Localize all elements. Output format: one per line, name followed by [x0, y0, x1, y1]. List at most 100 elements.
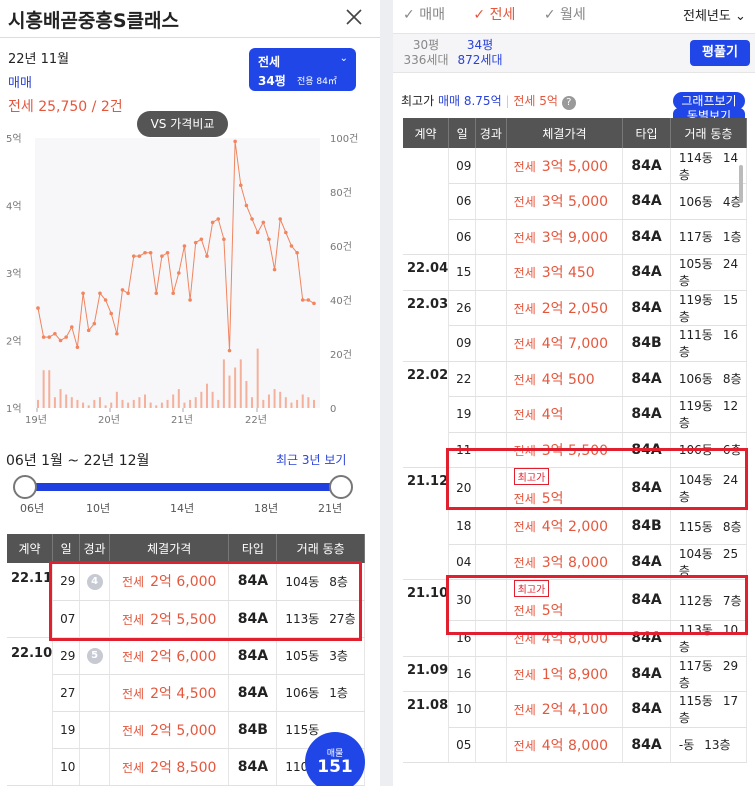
contract-day: 29	[52, 637, 81, 675]
dong-floor: 114동 14층	[670, 148, 748, 184]
price-point	[222, 237, 226, 242]
pyeong-calc-button[interactable]: 평풀기	[690, 40, 750, 66]
range-slider-start-handle[interactable]	[13, 475, 37, 499]
table-row[interactable]: 06 전세 3억 9,000 84A 117동 1층	[403, 219, 748, 255]
table-row[interactable]: 09 전세 4억 7,000 84B 111동 16층	[403, 325, 748, 362]
volume-bar	[279, 391, 282, 408]
slider-tick: 10년	[86, 502, 111, 515]
scrollbar-thumb[interactable]	[739, 165, 743, 203]
dong-view-button[interactable]: 동별보기	[673, 108, 745, 120]
table-row[interactable]: 22.02 22 전세 4억 500 84A 106동 8층	[403, 361, 748, 468]
unit-type: 84A	[622, 544, 671, 580]
elapsed-cell	[475, 508, 507, 545]
tab-wolse[interactable]: ✓ 월세	[543, 7, 586, 23]
listings-button[interactable]: 매물 151	[305, 732, 365, 786]
price-chart[interactable]: 5억 4억 3억 2억 1억 100건 80건 60건 40건 20건 0 19년 20년 21년 22년	[0, 120, 380, 440]
panel-divider	[380, 0, 393, 786]
table-row[interactable]: 22.04 15 전세 3억 450 84A 105동 24층	[403, 254, 748, 291]
price-point	[284, 230, 288, 235]
table-row[interactable]: 07 전세 2억 5,500 84A 113동 27층	[7, 600, 365, 638]
table-row[interactable]: 04 전세 3억 8,000 84A 104동 25층	[403, 544, 748, 580]
price-point	[109, 311, 114, 316]
range-slider-track[interactable]	[25, 483, 341, 491]
volume-bar	[42, 370, 45, 408]
elapsed-cell	[475, 467, 507, 509]
table-row[interactable]: 05 전세 4억 8,000 84A -동 13층	[403, 727, 748, 763]
table-row[interactable]: 21.12 20 최고가 전세 5억 84A 104동 24층	[403, 467, 748, 580]
table-row[interactable]: 19 전세 4억 84A 119동 12층	[403, 396, 748, 433]
volume-bar	[251, 397, 254, 408]
recent-3y-link[interactable]: 최근 3년 보기	[276, 453, 347, 467]
area-tab-34[interactable]: 34평 872세대	[457, 38, 503, 67]
listings-label: 매물	[326, 749, 344, 759]
highlight-box	[446, 448, 748, 510]
table-row[interactable]: 18 전세 4억 2,000 84B 115동 8층	[403, 508, 748, 545]
price-point	[300, 298, 305, 302]
price-cell: 전세 2억 5,500	[109, 600, 230, 638]
price-point	[58, 338, 63, 343]
price-line	[37, 141, 315, 351]
trade-type-tabs: ✓ 매매 ✓ 전세 ✓ 월세	[403, 4, 610, 24]
table-row[interactable]: 22.03 26 전세 2억 2,050 84A 119동 15층	[403, 290, 748, 362]
volume-bar	[211, 391, 214, 408]
area-selector[interactable]: 전세 ⌄ 34평 전용 84㎡	[249, 48, 356, 91]
range-label: 06년 1월 ~ 22년 12월	[6, 453, 150, 469]
volume-bar	[284, 397, 287, 408]
table-row[interactable]: 22.10 29 5 전세 2억 6,000 84A 105동 3층	[7, 637, 365, 786]
unit-type: 84A	[622, 579, 671, 621]
table-row[interactable]: 21.08 10 전세 2억 4,100 84A 115동 17층	[403, 691, 748, 763]
tab-maemae[interactable]: ✓ 매매	[403, 7, 445, 23]
table-row[interactable]: 21.10 30 최고가 전세 5억 84A 112동 7층	[403, 579, 748, 657]
volume-bar	[200, 391, 203, 408]
tab-jeonse[interactable]: ✓ 전세	[473, 7, 516, 23]
table-row[interactable]: 11 전세 3억 5,500 84A 106동 6층	[403, 432, 748, 468]
vs-compare-button[interactable]: VS 가격비교	[137, 111, 228, 137]
highlight-box	[446, 575, 748, 635]
elapsed-cell	[475, 148, 507, 184]
range-slider-end-handle[interactable]	[329, 475, 353, 499]
dong-floor: 115동 17층	[670, 691, 748, 728]
price-cell: 전세 2억 2,050	[506, 290, 624, 326]
area-size: 전용 84㎡	[297, 77, 337, 87]
graph-view-button[interactable]: 그래프보기	[673, 92, 745, 110]
price-point	[75, 345, 80, 350]
col-header: 계약	[403, 118, 450, 148]
price-point	[120, 288, 125, 292]
col-header: 일	[52, 534, 81, 563]
contract-day: 10	[52, 748, 81, 786]
year-select[interactable]: 전체년도 ⌄	[683, 9, 746, 24]
close-icon[interactable]	[342, 5, 366, 29]
table-row[interactable]: 09 전세 3억 5,000 84A 114동 14층	[403, 148, 748, 255]
volume-bar	[172, 394, 175, 408]
volume-bar	[245, 381, 248, 408]
slider-tick: 21년	[318, 502, 343, 515]
volume-bar	[48, 370, 51, 408]
volume-bar	[132, 399, 135, 408]
divider	[0, 37, 380, 38]
volume-bar	[290, 402, 293, 408]
area-tab-30[interactable]: 30평 336세대	[403, 38, 449, 67]
price-cell: 전세 3억 450	[506, 254, 624, 291]
table-row[interactable]: 27 전세 2억 4,500 84A 106동 1층	[7, 674, 365, 712]
price-point	[233, 139, 237, 144]
contract-day: 19	[448, 396, 477, 433]
price-cell: 최고가 전세 5억	[506, 467, 624, 509]
elapsed-badge: 5	[79, 637, 110, 675]
area-pyeong: 34평	[258, 74, 286, 88]
elapsed-cell	[475, 544, 507, 580]
help-icon[interactable]: ?	[561, 96, 576, 110]
price-point	[69, 325, 74, 329]
table-row[interactable]: 21.09 16 전세 1억 8,900 84A 117동 29층	[403, 656, 748, 692]
table-row[interactable]: 06 전세 3억 5,000 84A 106동 4층	[403, 183, 748, 220]
price-point	[53, 331, 57, 336]
volume-bar	[205, 383, 208, 408]
volume-bar	[177, 389, 180, 408]
table-row[interactable]: 22.11 29 4 전세 2억 6,000 84A 104동 8층	[7, 563, 365, 638]
contract-day: 04	[448, 544, 477, 580]
unit-type: 84A	[622, 148, 671, 184]
maemae-summary[interactable]: 매매	[8, 76, 32, 91]
elapsed-cell	[475, 361, 507, 397]
contract-month: 22.04	[403, 254, 450, 291]
price-point	[154, 291, 159, 296]
volume-bar	[262, 399, 265, 408]
